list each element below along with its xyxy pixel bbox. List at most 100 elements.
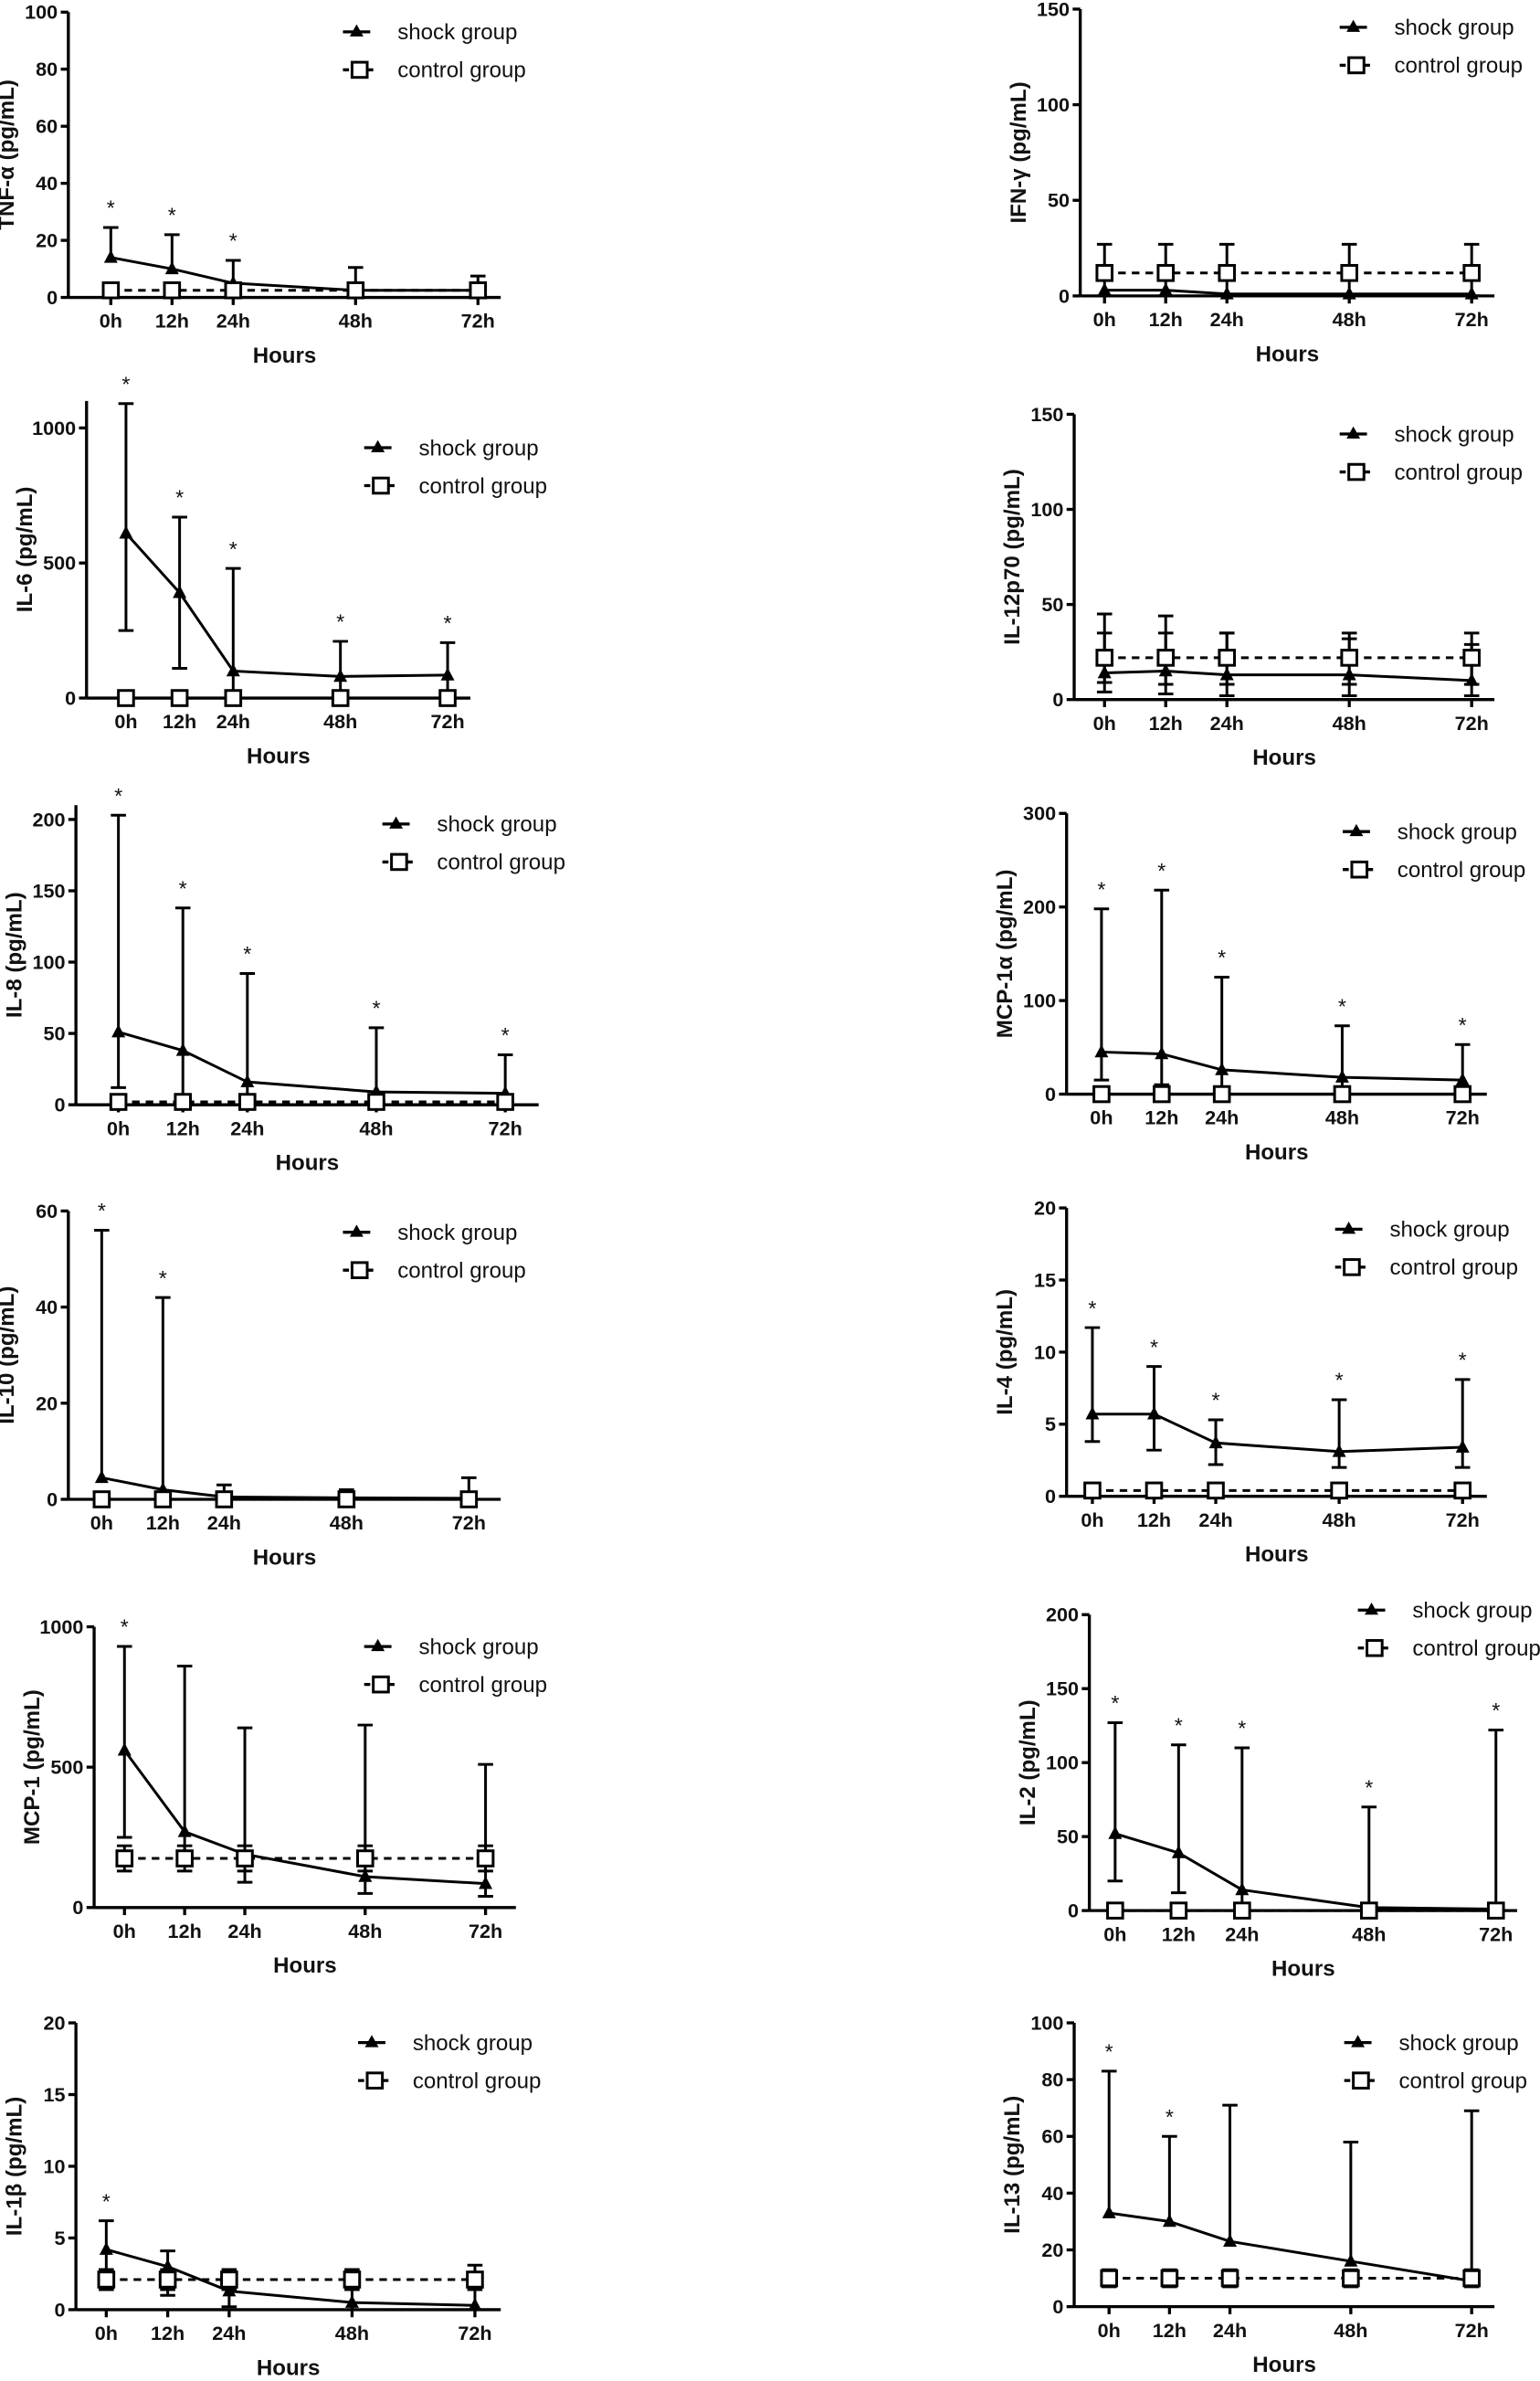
- x-tick-label: 72h: [461, 310, 495, 333]
- chart-panel: 0 50 100 150 200 0h 12h 24h 48h 72h Hours IL-2 (pg/…: [1016, 1599, 1540, 1982]
- significance-star: *: [1175, 1713, 1183, 1737]
- triangle-marker: [111, 1024, 126, 1038]
- chart-panel: 0 50 100 150 0h 12h 24h 48h 72h Hours IFN-γ (pg/mL…: [1007, 0, 1523, 366]
- x-tick-label: 12h: [155, 310, 189, 333]
- square-marker: [1330, 1481, 1348, 1500]
- y-axis-label: MCP-1 (pg/mL): [20, 1689, 45, 1845]
- y-tick-label: 500: [43, 552, 76, 575]
- triangle-marker: [333, 669, 348, 683]
- x-axis-label: Hours: [1271, 1957, 1335, 1982]
- significance-star: *: [159, 1266, 167, 1290]
- chart-panel: 0 50 100 150 0h 12h 24h 48h 72h Hours IL-12p70 (pg…: [1000, 403, 1523, 770]
- significance-star: *: [1492, 1698, 1500, 1722]
- legend-label-control: control group: [1398, 2069, 1527, 2093]
- y-tick-label: 150: [1046, 1677, 1079, 1700]
- square-marker: [109, 1093, 128, 1111]
- square-marker: [1453, 1481, 1472, 1500]
- y-axis-label: IL-4 (pg/mL): [993, 1289, 1018, 1415]
- legend-triangle-icon: [349, 24, 364, 37]
- square-marker: [1462, 263, 1481, 282]
- y-tick-label: 20: [36, 229, 58, 252]
- x-tick-label: 24h: [212, 2322, 246, 2344]
- control-series: [1092, 1085, 1472, 1104]
- control-series: [97, 2263, 484, 2291]
- y-tick-label: 0: [1045, 1485, 1056, 1508]
- square-marker: [496, 1093, 514, 1111]
- square-marker: [1156, 649, 1176, 667]
- x-tick-label: 48h: [1334, 2319, 1367, 2342]
- y-tick-label: 60: [36, 115, 58, 138]
- x-tick-label: 0h: [1103, 1922, 1126, 1945]
- square-marker: [459, 1490, 479, 1508]
- legend-label-shock: shock group: [413, 2031, 533, 2056]
- control-series: [117, 689, 457, 707]
- control-series: [1095, 242, 1481, 298]
- significance-star: *: [1218, 946, 1226, 969]
- x-tick-label: 48h: [335, 2322, 369, 2344]
- x-tick-label: 24h: [216, 310, 250, 333]
- shock-series: [118, 402, 456, 700]
- legend-square-icon: [1352, 2071, 1370, 2090]
- x-tick-label: 48h: [1333, 308, 1366, 331]
- y-axis-label: IFN-γ (pg/mL): [1007, 81, 1031, 223]
- square-marker: [153, 1490, 173, 1508]
- triangle-marker: [99, 2241, 113, 2255]
- x-axis-label: Hours: [273, 1953, 337, 1978]
- legend-label-shock: shock group: [397, 20, 517, 45]
- triangle-marker: [1208, 1434, 1223, 1449]
- legend: shock group control group: [1339, 422, 1523, 485]
- triangle-marker: [1094, 1044, 1109, 1058]
- significance-star: *: [107, 196, 115, 220]
- square-marker: [1144, 1481, 1164, 1500]
- legend-square-icon: [372, 476, 390, 495]
- significance-star: *: [1365, 1775, 1373, 1799]
- legend: shock group control group: [382, 812, 565, 875]
- legend-label-control: control group: [1412, 1636, 1540, 1661]
- legend-triangle-icon: [1346, 426, 1361, 439]
- triangle-marker: [1171, 1845, 1186, 1858]
- y-tick-label: 5: [54, 2227, 65, 2249]
- significance-star: *: [501, 1023, 510, 1047]
- x-tick-label: 72h: [1446, 1508, 1480, 1531]
- y-tick-label: 20: [43, 2011, 65, 2034]
- legend-label-shock: shock group: [418, 1635, 538, 1659]
- chart-panel: 0 20 40 60 80 100 0h 12h 24h 48h 72h Hours TNF-α (pg…: [0, 1, 526, 368]
- shock-series: [103, 226, 486, 296]
- legend-square-icon: [372, 1675, 390, 1694]
- y-tick-label: 0: [1052, 2295, 1063, 2318]
- square-marker: [1340, 263, 1358, 282]
- y-tick-label: 0: [65, 687, 76, 710]
- x-tick-label: 72h: [430, 710, 464, 733]
- legend-label-control: control group: [1394, 460, 1523, 485]
- shock-series: [1084, 1326, 1471, 1469]
- x-tick-label: 0h: [95, 2322, 118, 2344]
- square-marker: [236, 1849, 254, 1868]
- square-marker: [170, 689, 189, 707]
- x-tick-label: 48h: [348, 1920, 382, 1942]
- triangle-marker: [103, 249, 118, 263]
- triangle-marker: [344, 2294, 359, 2308]
- triangle-marker: [240, 1074, 255, 1087]
- square-marker: [1462, 649, 1481, 667]
- y-tick-label: 100: [1046, 1751, 1079, 1774]
- square-marker: [367, 1093, 385, 1111]
- triangle-marker: [1102, 2205, 1116, 2218]
- y-tick-label: 0: [47, 1487, 58, 1510]
- x-tick-label: 72h: [452, 1511, 486, 1534]
- square-marker: [215, 1490, 234, 1508]
- triangle-marker: [175, 1042, 190, 1056]
- y-tick-label: 1000: [39, 1615, 83, 1638]
- shock-line: [1114, 1832, 1496, 1910]
- square-marker: [337, 1490, 356, 1508]
- x-tick-label: 24h: [1210, 712, 1244, 735]
- square-marker: [1359, 1901, 1378, 1920]
- x-tick-label: 0h: [1093, 308, 1116, 331]
- x-tick-label: 72h: [469, 1920, 502, 1942]
- legend-square-icon: [365, 2071, 385, 2090]
- shock-series: [1101, 2069, 1480, 2287]
- y-tick-label: 100: [25, 1, 58, 24]
- y-axis-label: TNF-α (pg/mL): [0, 79, 19, 230]
- significance-star: *: [372, 997, 380, 1021]
- y-tick-label: 150: [1030, 403, 1063, 426]
- triangle-marker: [173, 585, 187, 598]
